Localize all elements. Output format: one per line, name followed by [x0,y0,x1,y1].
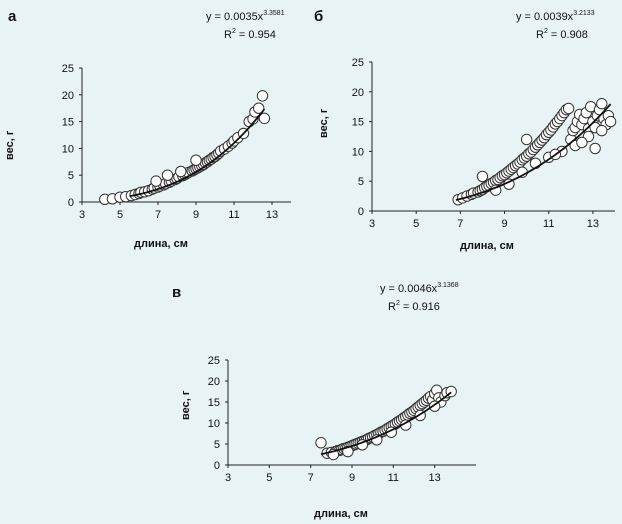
x-tick-label-a: 9 [193,209,199,221]
scatter-plot-c: 0 5 10 15 20 25 3 5 7 9 11 13 [208,355,476,484]
x-tick-label-b: 9 [501,218,507,230]
y-tick-label-c: 15 [208,397,220,409]
x-axis-label-b: длина, см [460,240,514,252]
y-tick-label-b: 25 [352,57,364,69]
data-point-a [258,112,271,125]
x-tick-label-b: 7 [457,218,463,230]
chart-panel-a: а y = 0.0035x3.3581 R2 = 0.954 вес, г дл… [0,0,300,260]
x-tick-label-c: 5 [266,472,272,484]
scatter-plot-a: 0 5 10 15 20 25 3 5 7 9 11 13 [62,63,291,221]
data-point-c [315,437,327,449]
x-axis-label-a: длина, см [134,238,188,250]
chart-panel-c: в y = 0.0046x3.1368 R2 = 0.916 вес, г дл… [150,270,490,524]
scatter-plot-b: 0 5 10 15 20 25 3 5 7 9 11 13 [352,57,617,230]
data-point-b [576,136,588,149]
equation-b: y = 0.0039x3.2133 [516,10,595,23]
x-tick-label-b: 5 [413,218,419,230]
panel-label-a: а [8,8,17,25]
data-point-a [175,165,187,178]
trend-line-b [455,103,612,201]
y-tick-label-c: 5 [214,439,220,451]
data-point-b [520,133,533,146]
data-point-a [161,169,174,181]
x-tick-label-c: 7 [308,472,314,484]
data-point-b [589,142,601,155]
x-tick-label-a: 3 [79,209,85,221]
r-squared-b: R2 = 0.908 [536,28,588,41]
x-axis-label-c: длина, см [314,508,368,520]
y-tick-label-b: 15 [352,117,364,129]
chart-panel-b: б y = 0.0039x3.2133 R2 = 0.908 вес, г дл… [310,0,622,270]
y-tick-label-a: 20 [62,90,74,102]
y-tick-label-b: 0 [358,206,364,218]
y-tick-label-a: 5 [68,170,74,182]
x-tick-label-a: 11 [228,209,239,221]
data-point-b [562,102,575,115]
y-tick-label-c: 20 [208,376,220,388]
x-tick-label-b: 3 [369,218,375,230]
y-tick-label-c: 25 [208,355,220,367]
y-tick-label-a: 15 [62,117,74,129]
x-tick-label-c: 11 [388,472,399,484]
data-point-a [256,90,269,102]
panel-label-b: б [314,8,324,25]
x-tick-label-a: 13 [266,209,278,221]
equation-a: y = 0.0035x3.3581 [206,10,285,23]
x-tick-label-a: 5 [117,209,123,221]
y-tick-label-b: 5 [358,176,364,188]
x-tick-label-c: 3 [225,472,231,484]
x-tick-label-a: 7 [155,209,161,221]
x-tick-label-b: 11 [543,218,554,230]
panel-label-c: в [172,284,182,301]
data-point-a [150,175,162,187]
y-tick-label-c: 10 [208,418,220,430]
data-point-b [604,115,617,128]
data-point-b [476,170,489,183]
data-point-a [253,102,265,114]
trend-line-a [129,108,266,198]
equation-c: y = 0.0046x3.1368 [380,282,459,295]
y-tick-label-b: 20 [352,87,364,99]
x-tick-label-b: 13 [587,218,599,230]
y-tick-label-a: 0 [68,197,74,209]
y-tick-label-a: 25 [62,63,74,75]
x-tick-label-c: 9 [349,472,355,484]
y-tick-label-c: 0 [214,460,220,472]
data-point-b [596,124,608,137]
y-tick-label-a: 10 [62,143,74,155]
y-tick-label-b: 10 [352,146,364,158]
x-tick-label-c: 13 [429,472,441,484]
data-point-a [190,154,202,166]
r-squared-a: R2 = 0.954 [224,28,276,41]
trend-line-c [320,391,452,456]
data-point-b [596,98,608,110]
r-squared-c: R2 = 0.916 [388,300,440,313]
